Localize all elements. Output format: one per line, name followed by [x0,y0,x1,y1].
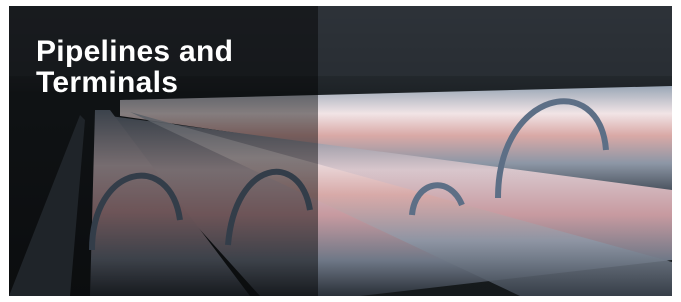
banner-title: Pipelines and Terminals [36,36,276,98]
banner: Pipelines and Terminals [0,0,681,302]
